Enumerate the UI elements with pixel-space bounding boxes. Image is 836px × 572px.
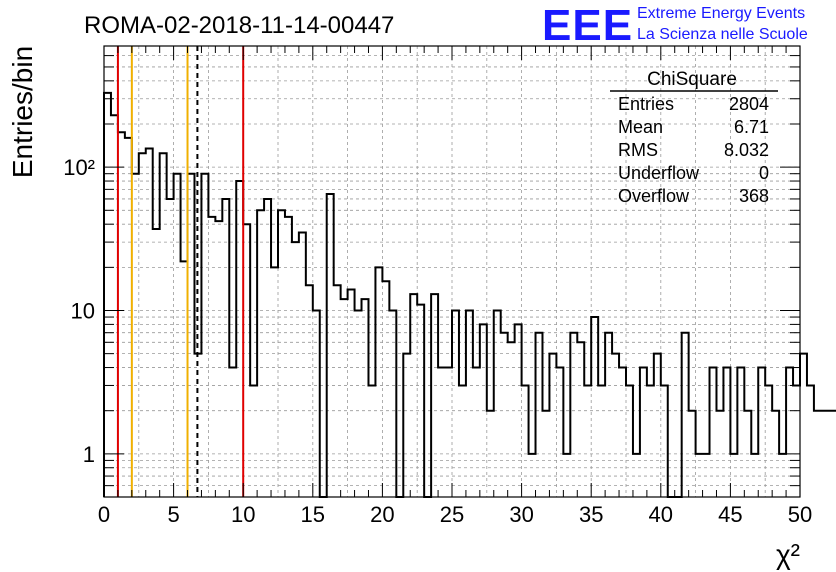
y-tick-label: 10²: [63, 155, 95, 180]
y-axis-label: Entries/bin: [7, 46, 38, 178]
axis-ticks: 0 5 10 15 20 25 30 35 40 45 50 1 10 10²: [63, 45, 812, 527]
stats-row-label: Entries: [618, 94, 674, 114]
stats-row-label: Overflow: [618, 186, 690, 206]
x-tick-label: 40: [649, 502, 673, 527]
stats-row-value: 6.71: [734, 117, 769, 137]
x-tick-label: 45: [718, 502, 742, 527]
x-tick-label: 10: [231, 502, 255, 527]
eee-logo: EEE Extreme Energy Events La Scienza nel…: [542, 1, 808, 50]
chart-title: ROMA-02-2018-11-14-00447: [84, 12, 394, 39]
histogram-line: [103, 91, 836, 498]
stats-row-value: 368: [739, 186, 769, 206]
x-tick-label: 0: [98, 502, 110, 527]
stats-rows: Entries 2804 Mean 6.71 RMS 8.032 Underflow 0 Ove…: [618, 94, 769, 206]
stats-row-value: 8.032: [724, 140, 769, 160]
stats-title: ChiSquare: [647, 69, 737, 90]
x-axis-label: χ²: [776, 539, 800, 570]
stats-row-value: 2804: [729, 94, 769, 114]
x-tick-label: 15: [301, 502, 325, 527]
x-tick-label: 50: [788, 502, 812, 527]
stats-box: ChiSquare Entries 2804 Mean 6.71 RMS 8.032 Und…: [610, 69, 778, 206]
histogram: [103, 91, 836, 498]
stats-row-value: 0: [759, 163, 769, 183]
y-tick-label: 1: [83, 442, 95, 467]
x-tick-label: 25: [440, 502, 464, 527]
logo-line-1: Extreme Energy Events: [637, 5, 805, 22]
x-tick-label: 35: [579, 502, 603, 527]
stats-row-label: Underflow: [618, 163, 700, 183]
marker-lines: [116, 46, 245, 497]
x-tick-label: 5: [167, 502, 179, 527]
logo-mark: EEE: [542, 1, 633, 50]
stats-row-label: Mean: [618, 117, 663, 137]
y-tick-label: 10: [71, 298, 95, 323]
stats-row-label: RMS: [618, 140, 658, 160]
x-tick-label: 30: [509, 502, 533, 527]
x-tick-label: 20: [370, 502, 394, 527]
logo-line-2: La Scienza nelle Scuole: [637, 26, 808, 43]
